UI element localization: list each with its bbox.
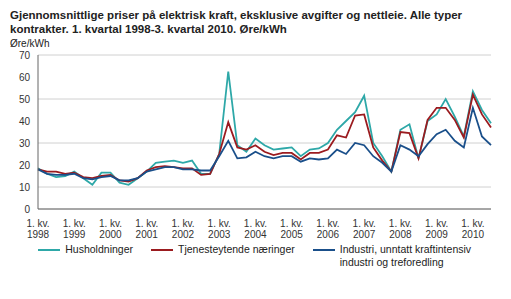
svg-text:1. kv.2004: 1. kv.2004	[244, 218, 267, 239]
svg-text:1. kv.2002: 1. kv.2002	[171, 218, 194, 239]
svg-text:1. kv.2007: 1. kv.2007	[353, 218, 376, 239]
svg-text:50: 50	[19, 94, 31, 105]
svg-text:70: 70	[19, 50, 31, 61]
html-text:Gjennomsnittlige priser på ele: Gjennomsnittlige priser på elektrisk kra…	[10, 9, 463, 35]
html-text:Industri, unntatt kraftintensi: Industri, unntatt kraftintensiv industri…	[339, 243, 472, 268]
svg-text:1. kv.2001: 1. kv.2001	[135, 218, 158, 239]
svg-text:1. kv.2009: 1. kv.2009	[425, 218, 448, 239]
svg-text:1. kv.2003: 1. kv.2003	[208, 218, 231, 239]
html-text:Øre/kWh: Øre/kWh	[10, 38, 50, 49]
svg-text:1. kv.2010: 1. kv.2010	[461, 218, 484, 239]
svg-text:0: 0	[24, 204, 30, 215]
svg-text:60: 60	[19, 72, 31, 83]
svg-text:1. kv.2006: 1. kv.2006	[316, 218, 339, 239]
html-text:Tjenesteytende næringer: Tjenesteytende næringer	[178, 243, 295, 255]
svg-text:20: 20	[19, 160, 31, 171]
svg-text:10: 10	[19, 182, 31, 193]
svg-text:30: 30	[19, 138, 31, 149]
svg-text:1. kv.1999: 1. kv.1999	[63, 218, 86, 239]
svg-text:1. kv.2000: 1. kv.2000	[99, 218, 122, 239]
svg-text:40: 40	[19, 116, 31, 127]
svg-text:1. kv.2005: 1. kv.2005	[280, 218, 303, 239]
html-text:Husholdninger: Husholdninger	[65, 243, 133, 255]
svg-text:1. kv.1998: 1. kv.1998	[26, 218, 49, 239]
svg-text:1. kv.2008: 1. kv.2008	[389, 218, 412, 239]
